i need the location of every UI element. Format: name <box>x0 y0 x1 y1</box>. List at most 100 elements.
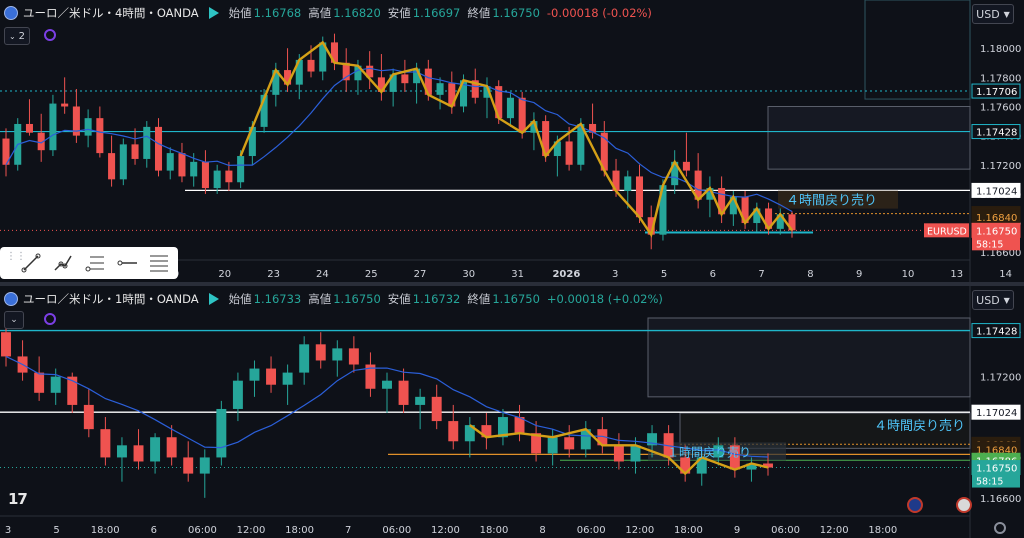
open-value: 1.16768 <box>253 6 302 20</box>
zone-box <box>864 0 971 100</box>
horizontal-ray-tool-icon[interactable] <box>114 250 140 276</box>
candle-body <box>225 170 233 183</box>
candle-body <box>495 86 503 119</box>
currency-dropdown[interactable]: USD ▼ <box>972 290 1014 310</box>
x-tick-label: 8 <box>807 269 813 280</box>
chart-pane-1h[interactable]: 1.174281.172001.168001.166003518:00606:0… <box>0 286 1024 538</box>
chart-1h-canvas[interactable]: 1.174281.172001.168001.166003518:00606:0… <box>0 286 1024 538</box>
currency-dropdown[interactable]: USD ▼ <box>972 4 1014 24</box>
candle-body <box>307 59 315 72</box>
annotation-label: １時間戻り売り <box>667 444 751 459</box>
price-tag-label: 1.17706 <box>976 87 1017 98</box>
symbol-title[interactable]: ユーロ／米ドル・1時間・OANDA <box>23 292 199 306</box>
countdown-tag <box>972 474 1020 488</box>
candle-body <box>713 445 724 458</box>
countdown-label: 58:15 <box>976 239 1003 250</box>
collapse-toggle[interactable]: ⌄ <box>4 311 24 329</box>
candle-body <box>154 126 163 171</box>
pane-divider[interactable] <box>0 282 1024 286</box>
high-label: 高値 <box>308 6 332 20</box>
x-tick-label: 24 <box>316 269 329 280</box>
candle-body <box>83 404 94 430</box>
parallel-lines-tool-icon[interactable] <box>146 250 172 276</box>
indicator-toggle[interactable]: ⌄ 2 <box>4 27 30 45</box>
annotation-label: ４時間戻り売り <box>786 193 877 209</box>
chart-pane-4h[interactable]: 1.180001.178001.176001.174001.172001.170… <box>0 0 1024 282</box>
candle-body <box>506 97 514 119</box>
candle-body <box>178 153 186 177</box>
candle-body <box>348 348 359 365</box>
candle-body <box>382 380 392 389</box>
candle-body <box>342 62 350 81</box>
price-tag <box>971 460 1021 476</box>
candle-body <box>413 68 421 84</box>
candle-body <box>2 138 10 165</box>
price-tag-label: 1.17024 <box>976 408 1017 419</box>
x-tick-label: 12:00 <box>431 525 460 536</box>
low-label: 安値 <box>387 292 411 306</box>
annotation-box <box>778 190 898 209</box>
candle-body <box>133 445 144 462</box>
close-label: 終値 <box>467 292 491 306</box>
candle-body <box>295 59 303 85</box>
candle-body <box>597 429 608 446</box>
fib-tool-icon[interactable] <box>82 250 108 276</box>
trend-line-tool-icon[interactable] <box>18 250 44 276</box>
candle-body <box>718 188 726 215</box>
change-value: +0.00018 (+0.02%) <box>546 292 663 306</box>
candle-body <box>531 433 542 454</box>
zone-box <box>767 105 971 170</box>
price-tag-label: 1.17428 <box>976 327 1017 338</box>
candle-body <box>213 170 221 189</box>
candle-body <box>61 103 69 107</box>
flag-icon[interactable] <box>208 293 219 305</box>
candle-body <box>630 445 641 462</box>
symbol-title[interactable]: ユーロ／米ドル・4時間・OANDA <box>23 6 199 20</box>
high-label: 高値 <box>308 292 332 306</box>
candle-body <box>659 185 667 235</box>
indicator-ring-icon[interactable] <box>44 313 56 325</box>
x-tick-label: 2026 <box>552 269 580 280</box>
us-flag-event-icon[interactable] <box>956 497 972 513</box>
chevron-down-icon: ⌄ <box>10 315 18 325</box>
gear-icon[interactable] <box>994 522 1006 534</box>
tradingview-logo[interactable]: 17 <box>8 490 28 508</box>
low-value: 1.16732 <box>412 292 461 306</box>
path-tool-icon[interactable] <box>50 250 76 276</box>
flag-icon[interactable] <box>208 7 219 19</box>
x-tick-label: 6 <box>151 525 157 536</box>
x-tick-label: 8 <box>539 525 545 536</box>
close-value: 1.16750 <box>492 292 540 306</box>
candle-body <box>166 437 177 458</box>
x-tick-label: 9 <box>734 525 740 536</box>
indicator-ring-icon[interactable] <box>44 29 56 41</box>
close-label: 終値 <box>467 6 491 20</box>
candle-body <box>37 132 45 151</box>
drag-handle-icon[interactable]: ⋮⋮ <box>6 251 26 262</box>
candle-body <box>415 396 426 405</box>
chart-4h-canvas[interactable]: 1.180001.178001.176001.174001.172001.170… <box>0 0 1024 282</box>
x-tick-label: 6 <box>710 269 716 280</box>
candle-body <box>284 70 292 85</box>
currency-pair-icon <box>4 292 18 306</box>
symbol-tag-label: EURUSD <box>927 226 967 237</box>
symbol-header-1h: ユーロ／米ドル・1時間・OANDA 始値 1.16733 高値 1.16750 安値… <box>4 290 670 308</box>
price-tag-label: 1.16750 <box>976 464 1017 475</box>
candle-body <box>190 161 198 177</box>
countdown-tag <box>972 237 1020 251</box>
candle-body <box>746 463 757 470</box>
event-marker-icon[interactable] <box>907 497 923 513</box>
x-tick-label: 18:00 <box>674 525 703 536</box>
candle-body <box>216 408 227 458</box>
moving-average-line <box>5 67 793 213</box>
x-tick-label: 31 <box>511 269 524 280</box>
price-tag-label: 1.16840 <box>976 213 1017 224</box>
candle-body <box>332 348 343 361</box>
candle-body <box>201 161 209 189</box>
candle-body <box>366 65 374 78</box>
moving-average-line <box>5 355 769 458</box>
indicator-count: 2 <box>18 30 26 42</box>
y-tick-label: 1.17600 <box>980 102 1021 113</box>
candle-body <box>600 132 608 171</box>
x-tick-label: 3 <box>5 525 11 536</box>
